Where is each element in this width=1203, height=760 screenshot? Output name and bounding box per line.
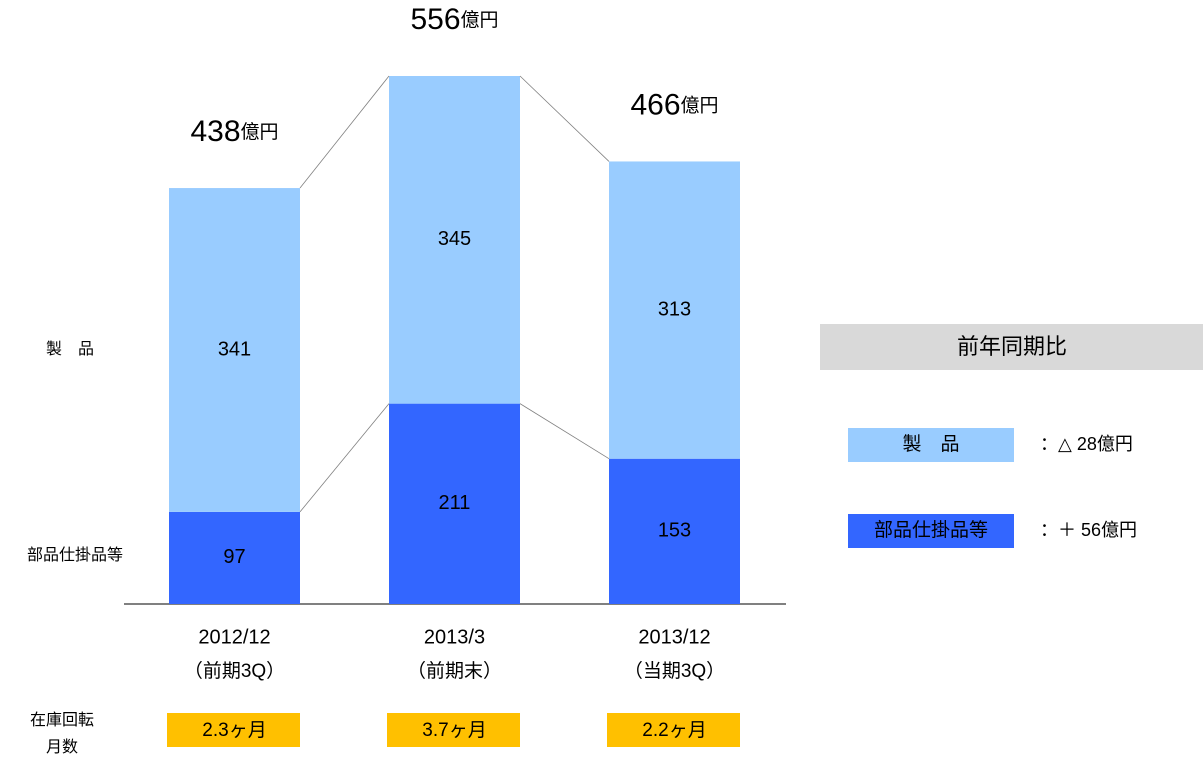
turnover-label: 在庫回転 [30,711,94,729]
total-unit: 億円 [241,121,279,143]
total-label: 438億円 [190,115,278,148]
connector [519,75,610,162]
connector [299,75,390,189]
total-value: 556 [410,3,460,36]
legend-label: 部品仕掛品等 [874,519,988,541]
comparison-change: ：△ 28億円 [1040,434,1133,454]
comparison-header [820,324,1203,370]
x-tick-note: （前期末） [407,660,502,682]
turnover-box [167,713,300,747]
x-tick-label: 2012/12 [198,626,270,648]
bar-segment [609,161,740,459]
bar-segment [169,188,300,512]
series-label: 製 品 [46,340,94,358]
value-label: 153 [658,520,691,542]
value-label: 313 [658,298,691,320]
turnover-value: 2.2ヶ月 [642,720,706,741]
bar-segment [169,511,300,604]
legend-swatch [848,428,1014,462]
connector [519,403,610,460]
total-value: 438 [190,115,240,148]
series-label: 部品仕掛品等 [27,546,123,564]
total-unit: 億円 [681,94,719,116]
value-label: 341 [218,338,251,360]
turnover-value: 2.3ヶ月 [202,720,266,741]
total-label: 466億円 [630,88,718,121]
connector [299,403,390,513]
x-tick-note: （前期3Q） [184,660,285,682]
x-tick-label: 2013/3 [424,626,485,648]
turnover-box [607,713,740,747]
turnover-value: 3.7ヶ月 [422,720,486,741]
value-label: 345 [438,228,471,250]
turnover-box [387,713,520,747]
bar-segment [389,76,520,404]
total-label: 556億円 [410,3,498,36]
x-tick-note: （当期3Q） [624,660,725,682]
bar-segment [609,458,740,604]
value-label: 211 [439,492,471,514]
comparison-title: 前年同期比 [957,334,1067,359]
total-unit: 億円 [461,9,499,31]
value-label: 97 [223,546,245,568]
legend-swatch [848,514,1014,548]
comparison-change: ：＋ 56億円 [1040,520,1137,540]
turnover-label: 月数 [46,738,78,756]
total-value: 466 [630,88,680,121]
bar-segment [389,403,520,604]
x-tick-label: 2013/12 [638,626,710,648]
legend-label: 製 品 [902,433,959,455]
